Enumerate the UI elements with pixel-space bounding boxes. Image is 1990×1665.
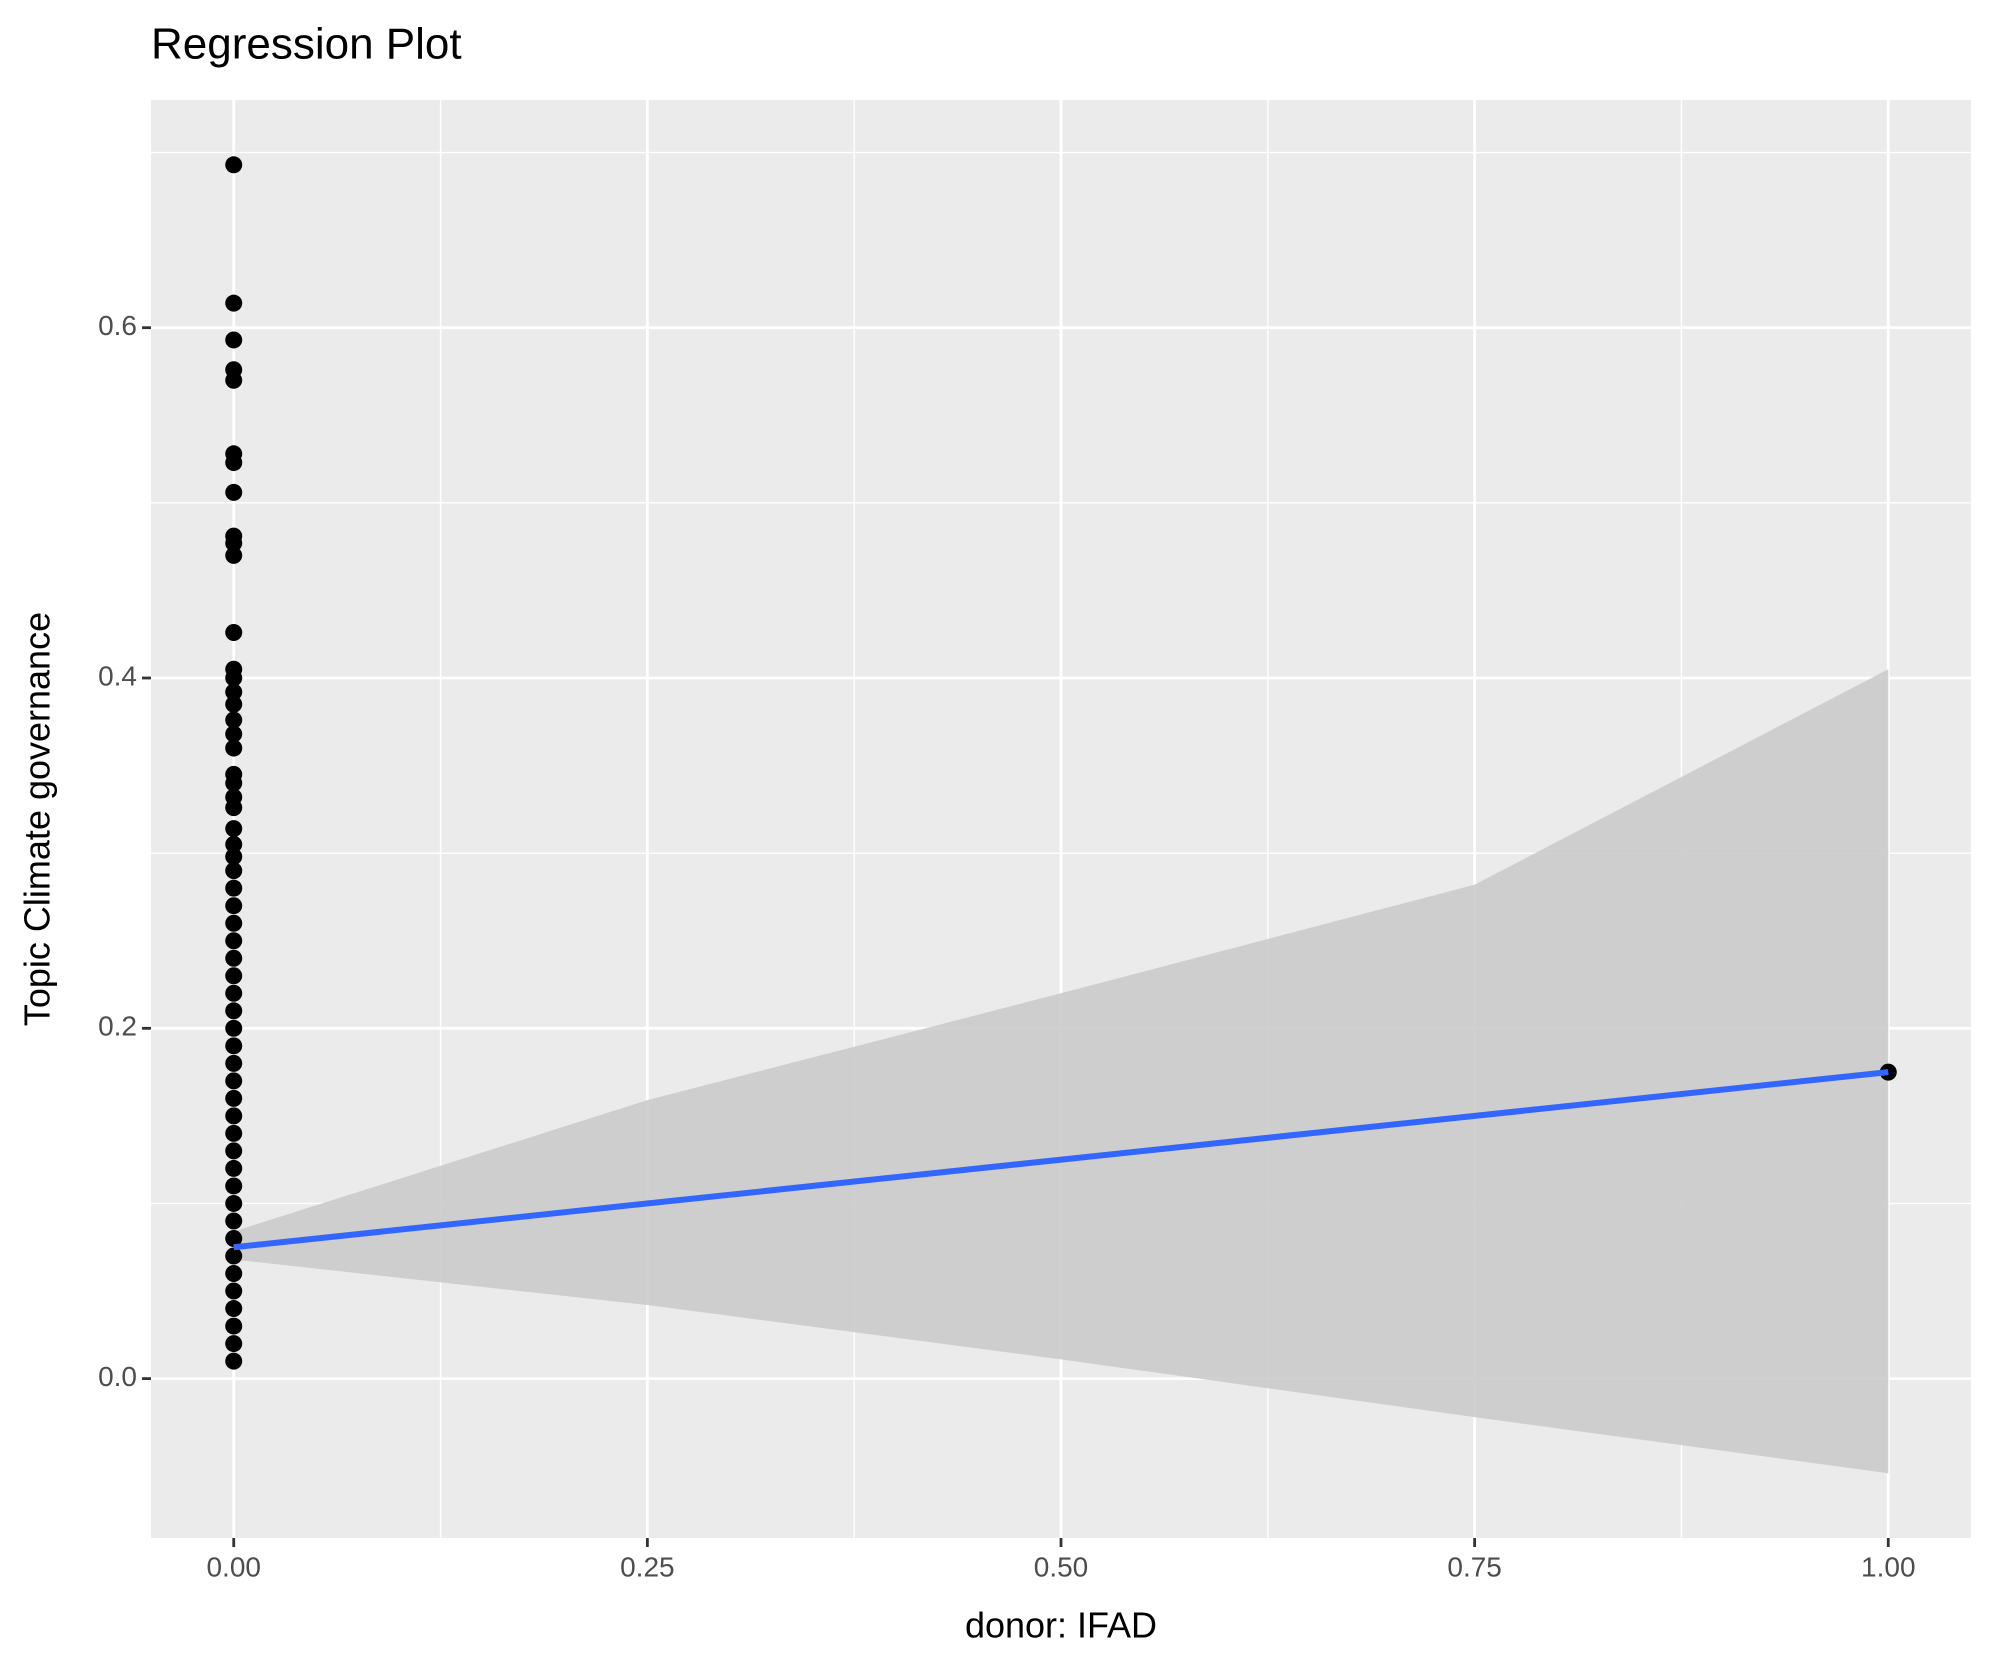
confidence-band: [233, 669, 1889, 1474]
point: [225, 623, 243, 641]
point: [225, 848, 243, 866]
point: [225, 1212, 243, 1230]
point: [225, 1335, 243, 1353]
point: [225, 1300, 243, 1318]
point: [225, 914, 243, 932]
point: [225, 695, 243, 713]
point: [225, 879, 243, 897]
point: [225, 683, 243, 701]
point: [225, 294, 243, 312]
regression-line: [233, 1069, 1889, 1251]
point: [225, 1229, 243, 1247]
point: [225, 1124, 243, 1142]
point: [225, 774, 243, 792]
point: [225, 371, 243, 389]
point: [225, 862, 243, 880]
y-axis-title: Topic Climate governance: [17, 612, 58, 1026]
point: [225, 835, 243, 853]
x-tick-label: 0.75: [1447, 1551, 1502, 1582]
point: [225, 949, 243, 967]
point: [225, 967, 243, 985]
point: [225, 1019, 243, 1037]
point: [225, 669, 243, 687]
y-tick-label: 0.4: [98, 660, 137, 691]
point: [225, 725, 243, 743]
point: [225, 1159, 243, 1177]
y-tick-label: 0.2: [98, 1011, 137, 1042]
chart-title: Regression Plot: [151, 20, 462, 69]
point: [225, 1089, 243, 1107]
point: [225, 897, 243, 915]
point: [225, 1054, 243, 1072]
point: [225, 1177, 243, 1195]
y-tick-label: 0.6: [98, 310, 137, 341]
point: [225, 1317, 243, 1335]
x-tick-label: 0.50: [1034, 1551, 1089, 1582]
point: [225, 534, 243, 552]
x-axis-title: donor: IFAD: [965, 1605, 1157, 1646]
point: [225, 1037, 243, 1055]
point: [225, 1072, 243, 1090]
point: [225, 546, 243, 564]
point: [225, 1002, 243, 1020]
point: [225, 932, 243, 950]
point: [225, 1282, 243, 1300]
point: [225, 711, 243, 729]
point: [225, 739, 243, 757]
point: [225, 799, 243, 817]
point: [225, 1194, 243, 1212]
point: [225, 1107, 243, 1125]
point: [225, 331, 243, 349]
y-tick-label: 0.0: [98, 1361, 137, 1392]
x-tick-label: 0.25: [620, 1551, 675, 1582]
point: [225, 454, 243, 472]
point: [225, 984, 243, 1002]
point: [225, 156, 243, 174]
point: [225, 1352, 243, 1370]
point: [225, 1265, 243, 1283]
point: [225, 483, 243, 501]
point: [225, 1142, 243, 1160]
x-tick-label: 1.00: [1861, 1551, 1916, 1582]
x-tick-label: 0.00: [206, 1551, 261, 1582]
point: [225, 820, 243, 838]
point: [225, 1247, 243, 1265]
